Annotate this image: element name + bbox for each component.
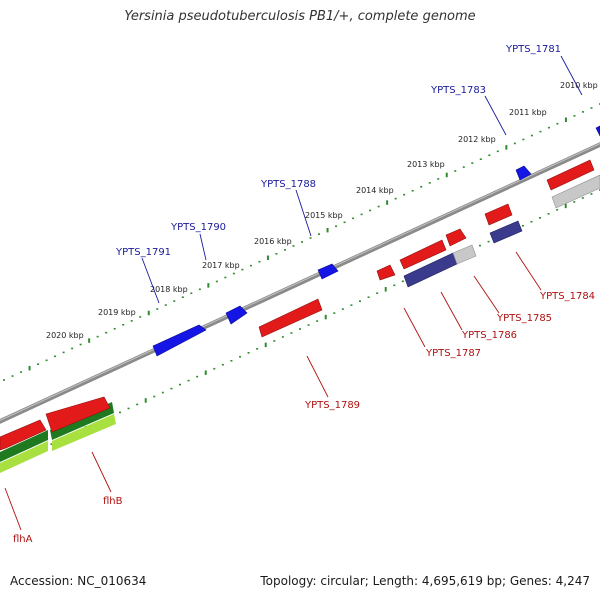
scale-label-2019: 2019 kbp [98,308,136,317]
genome-summary-text: Topology: circular; Length: 4,695,619 bp… [260,574,590,588]
gene-YPTS_1787[interactable] [376,264,396,281]
label-YPTS_1786[interactable]: YPTS_1786 [461,330,517,341]
label-YPTS_1783[interactable]: YPTS_1783 [430,85,486,96]
gene-YPTS_1788[interactable] [317,263,339,280]
map-title: Yersinia pseudotuberculosis PB1/+, compl… [124,9,476,24]
scale-label-2013: 2013 kbp [407,160,445,169]
label-YPTS_1789[interactable]: YPTS_1789 [304,400,360,411]
gene-YPTS_1781[interactable] [595,125,600,137]
scale-label-2015: 2015 kbp [305,211,343,220]
gene-YPTS_1790[interactable] [225,305,248,325]
gene-flhA-lightgreen[interactable] [0,441,48,473]
gene-YPTS_1783[interactable] [515,165,532,181]
scale-label-2016: 2016 kbp [254,237,292,246]
scale-label-2012: 2012 kbp [458,135,496,144]
label-flhB[interactable]: flhB [103,496,123,507]
scale-label-2010: 2010 kbp [560,81,598,90]
gene-YPTS_1785-b[interactable] [489,220,523,244]
label-YPTS_1790[interactable]: YPTS_1790 [170,222,226,233]
genome-backbone [0,142,600,424]
label-flhA[interactable]: flhA [13,534,33,545]
gene-YPTS_1791[interactable] [152,324,207,357]
label-YPTS_1784[interactable]: YPTS_1784 [539,291,595,302]
gene-flhB[interactable] [45,396,111,433]
gene-YPTS_1785[interactable] [445,228,467,247]
scale-label-2011: 2011 kbp [509,108,547,117]
scale-label-2017: 2017 kbp [202,261,240,270]
forward-genes [152,125,600,357]
scale-label-2014: 2014 kbp [356,186,394,195]
label-YPTS_1788[interactable]: YPTS_1788 [260,179,316,190]
label-YPTS_1791[interactable]: YPTS_1791 [115,247,171,258]
scale-label-2020: 2020 kbp [46,331,84,340]
gene-flhA[interactable] [0,419,47,451]
gene-YPTS_1789[interactable] [258,298,323,338]
label-leaders [4,55,583,531]
reverse-genes [0,159,600,473]
label-YPTS_1787[interactable]: YPTS_1787 [425,348,481,359]
gene-YPTS_1782[interactable] [546,159,595,191]
gene-YPTS_1786[interactable] [399,239,447,270]
gene-YPTS_1786-pseudo[interactable] [452,244,477,265]
gene-labels: YPTS_1781 YPTS_1783 YPTS_1788 YPTS_1790 … [13,44,595,545]
label-YPTS_1785[interactable]: YPTS_1785 [496,313,552,324]
gene-flhA-green[interactable] [0,430,48,462]
genome-backbone-highlight [0,143,600,421]
label-YPTS_1781[interactable]: YPTS_1781 [505,44,561,55]
gene-YPTS_1784[interactable] [484,203,513,226]
gene-YPTS_1782-pseudo[interactable] [551,174,600,209]
accession-text: Accession: NC_010634 [10,574,147,588]
outer-tick-ring [3,103,600,381]
scale-label-2018: 2018 kbp [150,285,188,294]
gene-flhB-lightgreen[interactable] [52,414,116,451]
